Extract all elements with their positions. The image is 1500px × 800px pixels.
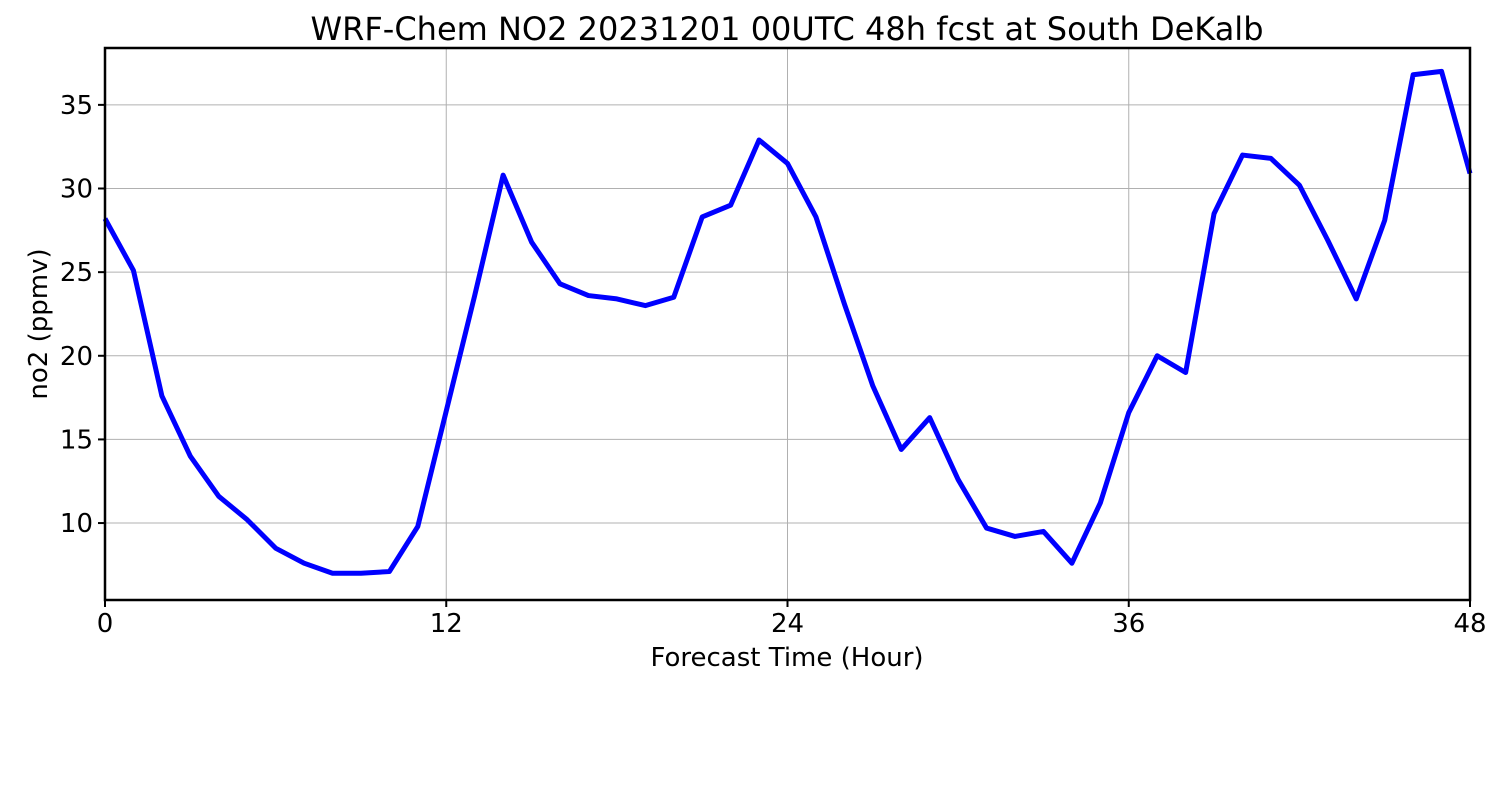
x-tick-label: 36	[1112, 609, 1145, 639]
y-tick-label: 20	[60, 342, 93, 372]
x-axis-label: Forecast Time (Hour)	[650, 643, 923, 673]
y-tick-label: 15	[60, 425, 93, 455]
y-axis-label: no2 (ppmv)	[24, 248, 54, 399]
x-tick-label: 48	[1453, 609, 1486, 639]
y-tick-label: 30	[60, 175, 93, 205]
x-tick-label: 24	[771, 609, 804, 639]
gridlines	[104, 48, 1471, 600]
y-tick-label: 35	[60, 91, 93, 121]
chart-title: WRF-Chem NO2 20231201 00UTC 48h fcst at …	[311, 10, 1264, 48]
y-tick-label: 10	[60, 509, 93, 539]
y-tick-label: 25	[60, 258, 93, 288]
series-group	[102, 68, 1473, 576]
axis-ticks: 0 12 24 36 48 10 15 20 25 30 35	[60, 91, 1487, 639]
series-line-no2	[102, 68, 1473, 576]
x-tick-label: 12	[430, 609, 463, 639]
x-tick-label: 0	[97, 609, 114, 639]
